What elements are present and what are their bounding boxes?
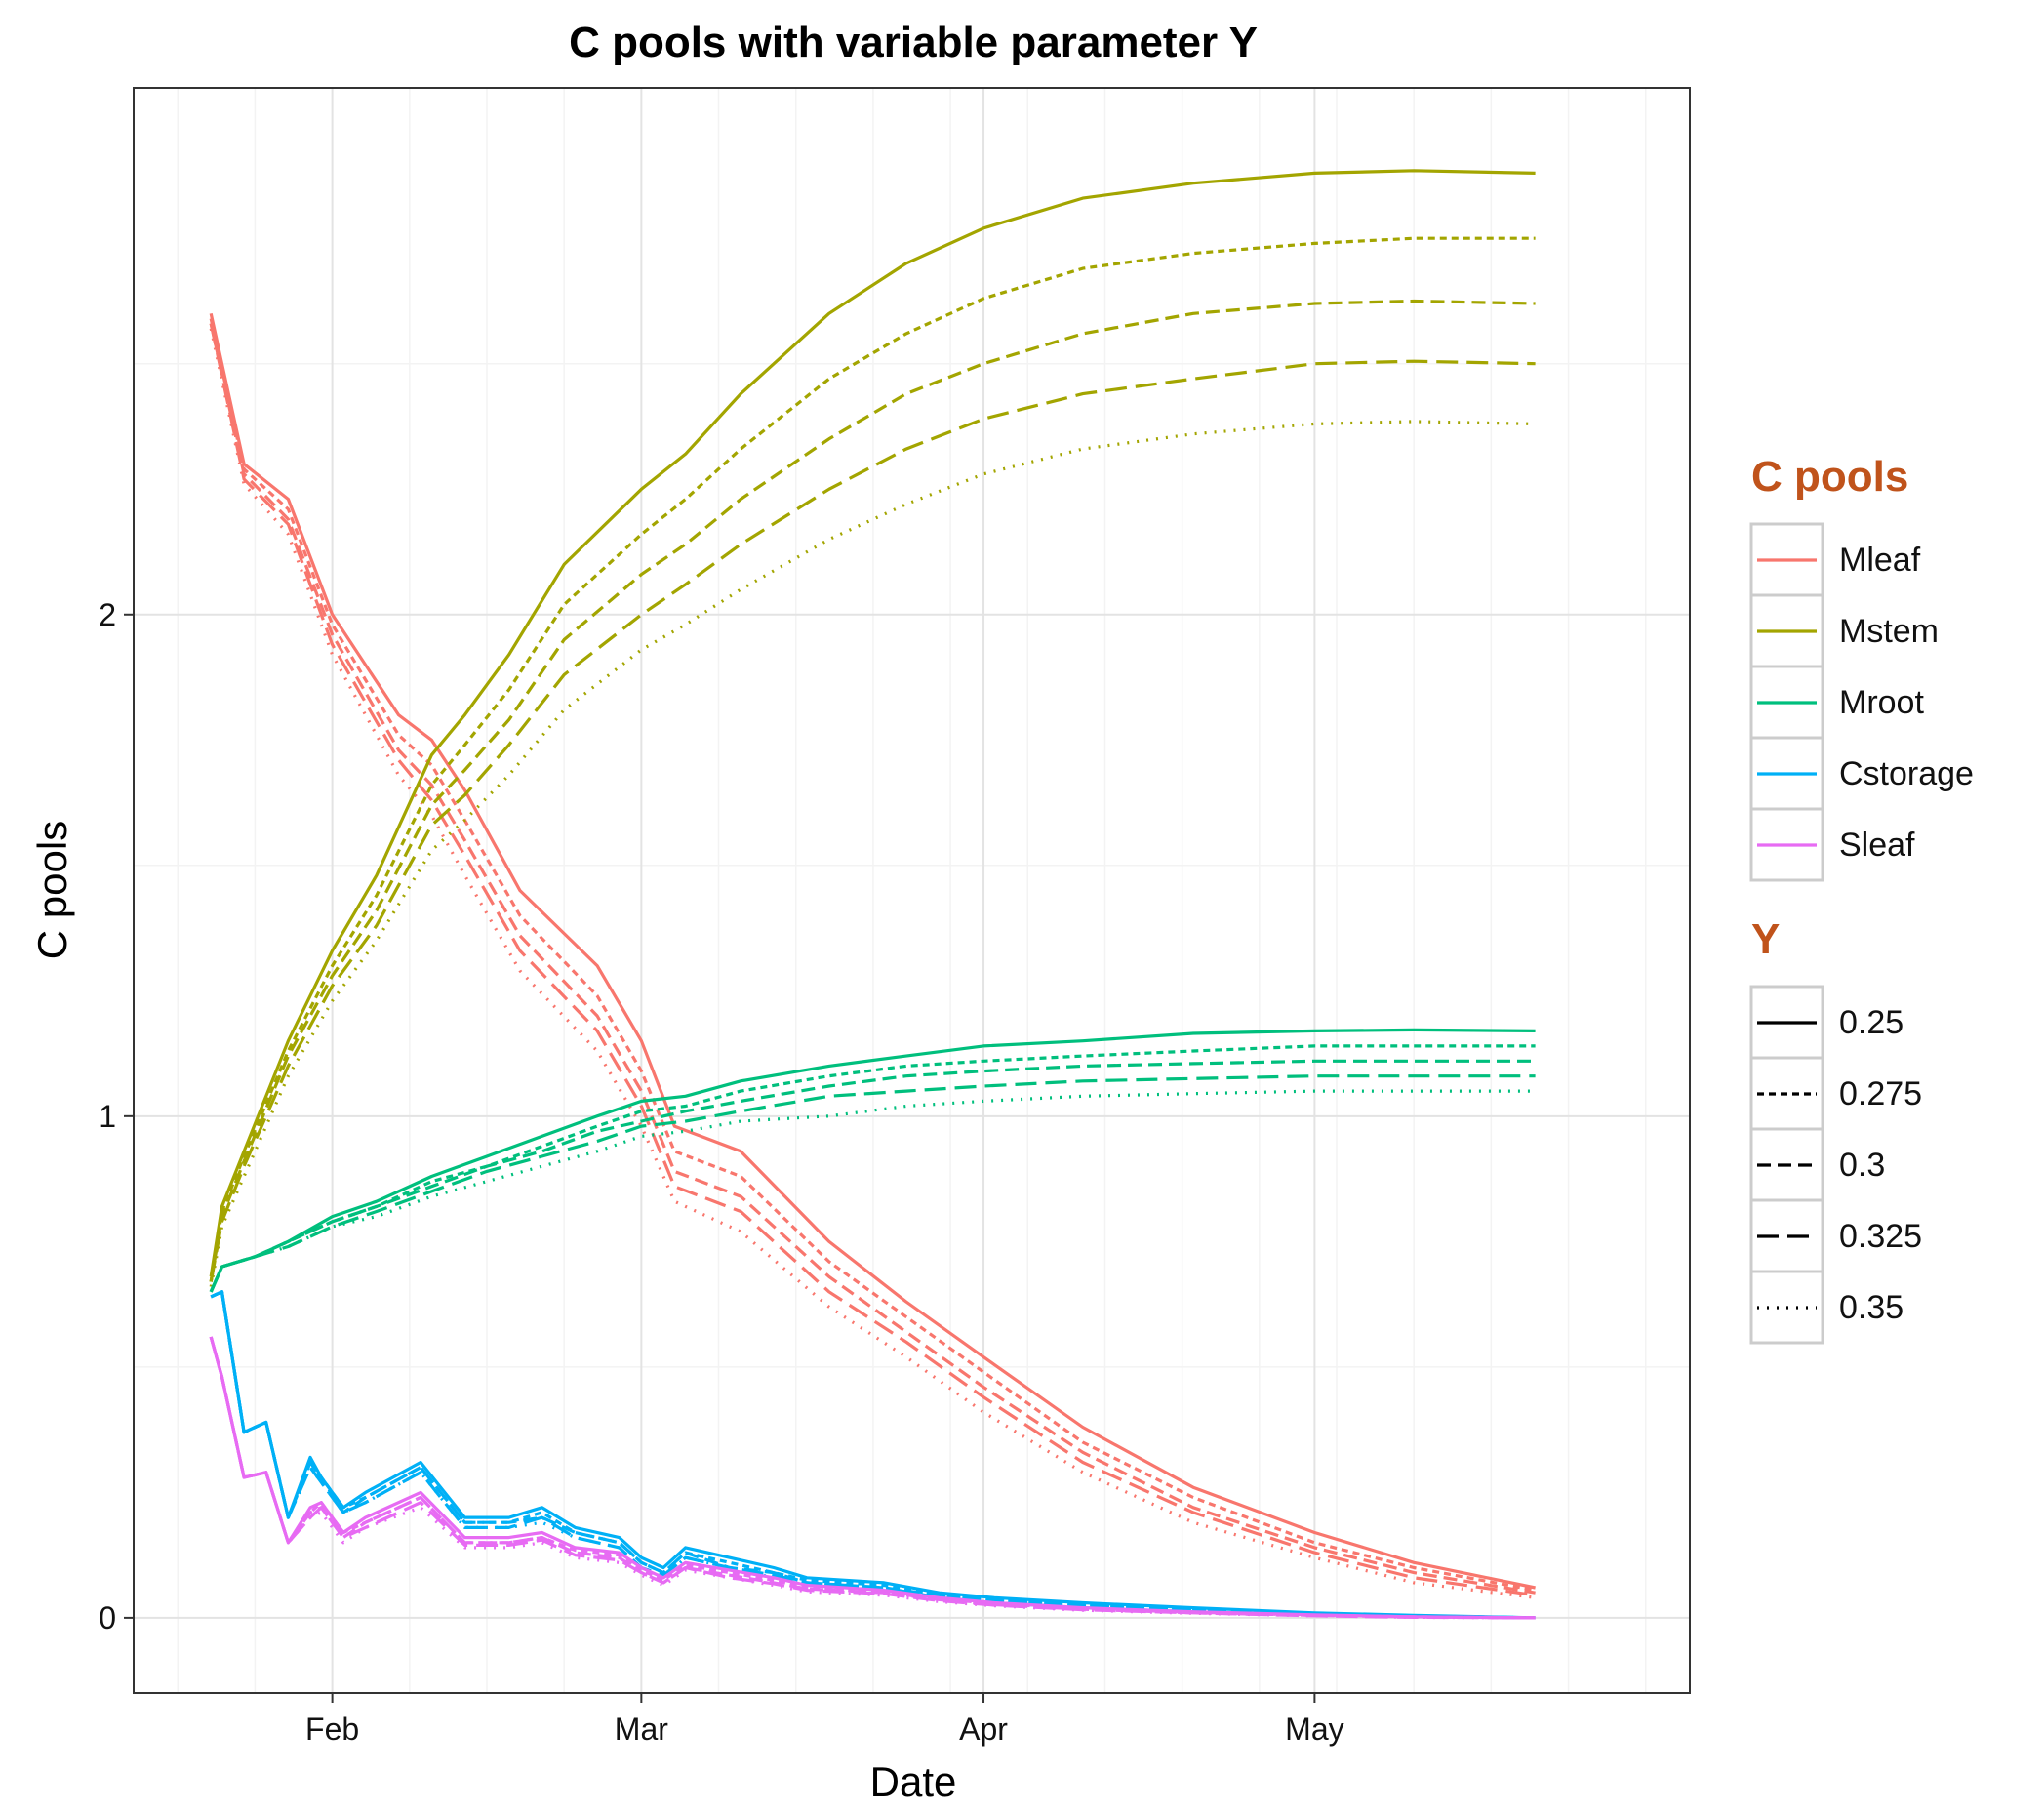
- x-tick-label: Apr: [959, 1712, 1008, 1747]
- series-line-cstorage-y0_275: [210, 1290, 1536, 1620]
- y-axis-title: C pools: [29, 821, 75, 959]
- legend-y: Y 0.25 0.275 0.3 0.325 0.35: [1749, 915, 1922, 1345]
- y-tick-label: 0: [99, 1600, 116, 1635]
- plot-panel: [134, 88, 1690, 1693]
- legend-title: C pools: [1751, 453, 1908, 501]
- series-line-mleaf-y0_275: [209, 318, 1536, 1593]
- plot-border: [133, 87, 1691, 1694]
- series-line-mleaf-y0_325: [209, 323, 1536, 1597]
- series-line-cstorage-y0_35: [210, 1290, 1536, 1620]
- series-line-mstem-y0_3: [209, 299, 1536, 1282]
- series-line-mstem-y0_25: [209, 169, 1536, 1277]
- legend-entry-label: Mleaf: [1839, 542, 1921, 579]
- x-tick-label: Mar: [615, 1712, 668, 1747]
- legend-entry-label: Sleaf: [1839, 827, 1915, 864]
- series-line-sleaf-y0_35: [209, 1336, 1536, 1620]
- y-tick-label: 1: [99, 1099, 116, 1134]
- legend-entry-label: 0.325: [1839, 1218, 1922, 1255]
- legend-entry-label: 0.35: [1839, 1289, 1904, 1326]
- series-line-mstem-y0_325: [209, 359, 1536, 1282]
- series-line-mleaf-y0_3: [209, 323, 1536, 1595]
- x-axis-title: Date: [870, 1758, 957, 1804]
- series-line-mroot-y0_3: [209, 1059, 1536, 1293]
- y-axis: 0 1 2: [99, 597, 134, 1635]
- grid-major: [134, 88, 1690, 1693]
- x-tick-label: May: [1285, 1712, 1343, 1747]
- legend-entry-label: 0.25: [1839, 1004, 1904, 1041]
- x-axis: Feb Mar Apr May: [305, 1693, 1344, 1747]
- legend-title: Y: [1751, 915, 1780, 963]
- legend-entry-label: Mroot: [1839, 684, 1924, 721]
- legend-c-pools: C pools Mleaf Mstem Mroot Cstorage Sleaf: [1749, 453, 1974, 882]
- series-line-mstem-y0_35: [209, 420, 1536, 1287]
- series-line-mroot-y0_325: [209, 1074, 1536, 1293]
- legend-entry-label: 0.275: [1839, 1075, 1922, 1112]
- legend-entry-label: 0.3: [1839, 1147, 1885, 1184]
- legend-entry-label: Mstem: [1839, 613, 1939, 650]
- chart-title: C pools with variable parameter Y: [569, 19, 1258, 66]
- series-layer: [209, 169, 1536, 1620]
- x-tick-label: Feb: [305, 1712, 359, 1747]
- y-tick-label: 2: [99, 597, 116, 632]
- series-line-mleaf-y0_25: [209, 312, 1536, 1590]
- legend-entry-label: Cstorage: [1839, 755, 1974, 792]
